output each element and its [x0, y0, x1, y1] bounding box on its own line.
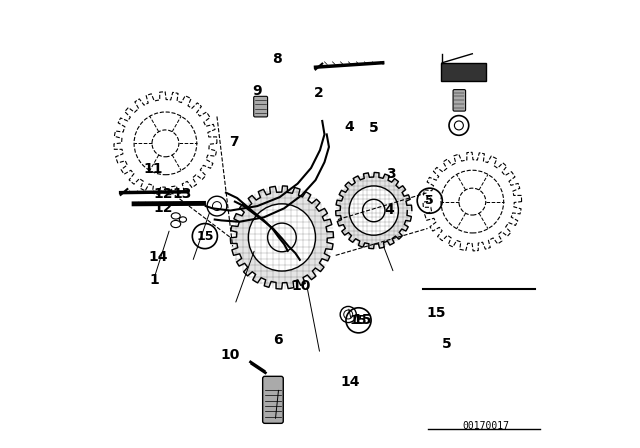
FancyBboxPatch shape — [441, 63, 486, 81]
Text: 12: 12 — [154, 186, 173, 201]
Text: 5: 5 — [426, 194, 434, 207]
Text: 15: 15 — [350, 314, 367, 327]
Text: 12: 12 — [154, 201, 173, 215]
Text: 5: 5 — [442, 337, 452, 351]
FancyBboxPatch shape — [453, 90, 466, 111]
Text: 6: 6 — [273, 332, 282, 347]
Circle shape — [207, 196, 227, 216]
Polygon shape — [336, 172, 412, 249]
FancyBboxPatch shape — [262, 376, 284, 423]
FancyBboxPatch shape — [253, 96, 268, 117]
Text: 14: 14 — [148, 250, 168, 264]
Text: 8: 8 — [273, 52, 282, 66]
Text: 13: 13 — [172, 186, 192, 201]
Text: 3: 3 — [386, 167, 396, 181]
Text: 15: 15 — [196, 229, 214, 243]
Text: 15: 15 — [427, 306, 446, 320]
Text: 2: 2 — [314, 86, 324, 100]
Text: 14: 14 — [340, 375, 360, 389]
Text: 10: 10 — [291, 279, 311, 293]
Text: 9: 9 — [252, 84, 262, 98]
Text: 7: 7 — [229, 135, 239, 150]
Text: 4: 4 — [344, 120, 354, 134]
Text: 1: 1 — [149, 273, 159, 287]
Polygon shape — [230, 186, 333, 289]
Circle shape — [248, 204, 316, 271]
Text: 00170017: 00170017 — [462, 421, 509, 431]
Text: 11: 11 — [143, 162, 163, 177]
Text: 10: 10 — [221, 348, 240, 362]
Text: 15: 15 — [353, 313, 372, 327]
Circle shape — [349, 186, 398, 235]
Text: 4: 4 — [385, 202, 394, 217]
Text: 5: 5 — [369, 121, 379, 135]
